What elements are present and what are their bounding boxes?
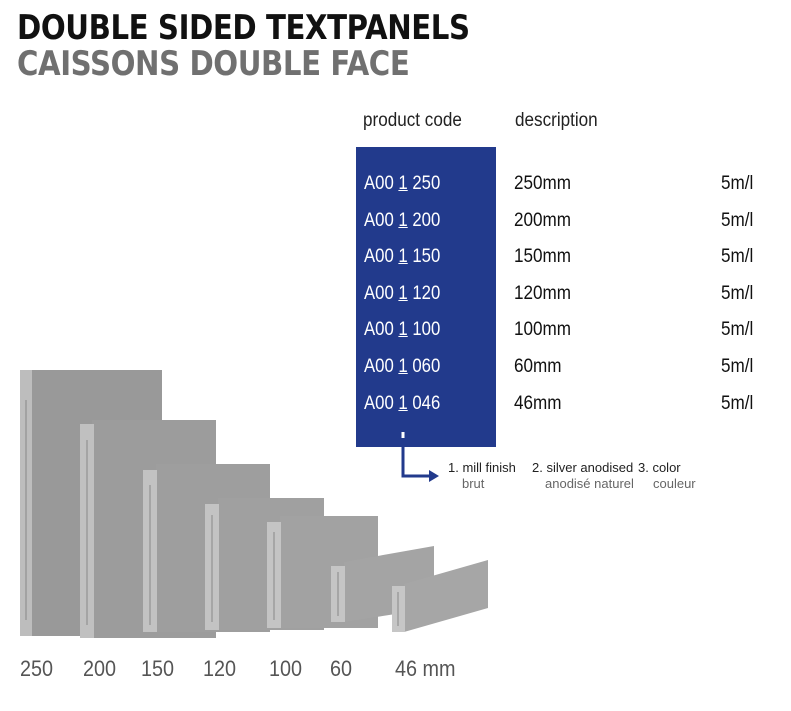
finish-digit: 1 xyxy=(398,356,408,377)
finish-digit: 1 xyxy=(398,246,408,267)
description-cell: 200mm xyxy=(514,210,572,231)
length-cell: 5m/l xyxy=(721,283,754,304)
description-cell: 120mm xyxy=(514,283,572,304)
size-label: 150 xyxy=(141,656,175,681)
header-description: description xyxy=(515,110,598,131)
size-label: 120 xyxy=(203,656,237,681)
panel-46 xyxy=(392,560,488,632)
option-silver-anodised: 2. silver anodised anodisé naturel xyxy=(532,460,634,491)
finish-digit: 1 xyxy=(398,173,408,194)
length-cell: 5m/l xyxy=(721,356,754,377)
table-row: A00 1 150 150mm 5m/l xyxy=(0,246,791,276)
finish-digit: 1 xyxy=(398,210,408,231)
description-cell: 150mm xyxy=(514,246,572,267)
table-row: A00 1 046 46mm 5m/l xyxy=(0,393,791,423)
finish-digit: 1 xyxy=(398,393,408,414)
description-cell: 100mm xyxy=(514,319,572,340)
length-cell: 5m/l xyxy=(721,393,754,414)
description-cell: 60mm xyxy=(514,356,562,377)
size-label: 200 xyxy=(83,656,117,681)
product-code-box xyxy=(356,147,496,447)
header-product-code: product code xyxy=(363,110,462,131)
table-row: A00 1 100 100mm 5m/l xyxy=(0,319,791,349)
description-cell: 250mm xyxy=(514,173,572,194)
length-cell: 5m/l xyxy=(721,319,754,340)
size-label: 60 xyxy=(330,656,353,681)
product-code: A00 1 120 xyxy=(364,283,441,304)
panels-illustration xyxy=(20,370,488,638)
table-row: A00 1 250 250mm 5m/l xyxy=(0,173,791,203)
product-code: A00 1 200 xyxy=(364,210,441,231)
length-cell: 5m/l xyxy=(721,210,754,231)
table-row: A00 1 120 120mm 5m/l xyxy=(0,283,791,313)
size-label: 46 mm xyxy=(395,656,456,681)
finish-arrow-icon xyxy=(401,432,439,482)
product-code: A00 1 060 xyxy=(364,356,441,377)
option-mill-finish: 1. mill finish brut xyxy=(448,460,516,491)
product-code: A00 1 150 xyxy=(364,246,441,267)
finish-digit: 1 xyxy=(398,283,408,304)
length-cell: 5m/l xyxy=(721,173,754,194)
table-row: A00 1 200 200mm 5m/l xyxy=(0,210,791,240)
subtitle: CAISSONS DOUBLE FACE xyxy=(17,44,410,84)
size-label: 250 xyxy=(20,656,54,681)
option-color: 3. color couleur xyxy=(638,460,696,491)
product-code: A00 1 046 xyxy=(364,393,441,414)
product-code: A00 1 250 xyxy=(364,173,441,194)
title: DOUBLE SIDED TEXTPANELS xyxy=(17,8,470,48)
product-code: A00 1 100 xyxy=(364,319,441,340)
length-cell: 5m/l xyxy=(721,246,754,267)
table-row: A00 1 060 60mm 5m/l xyxy=(0,356,791,386)
finish-digit: 1 xyxy=(398,319,408,340)
description-cell: 46mm xyxy=(514,393,562,414)
size-label: 100 xyxy=(269,656,303,681)
